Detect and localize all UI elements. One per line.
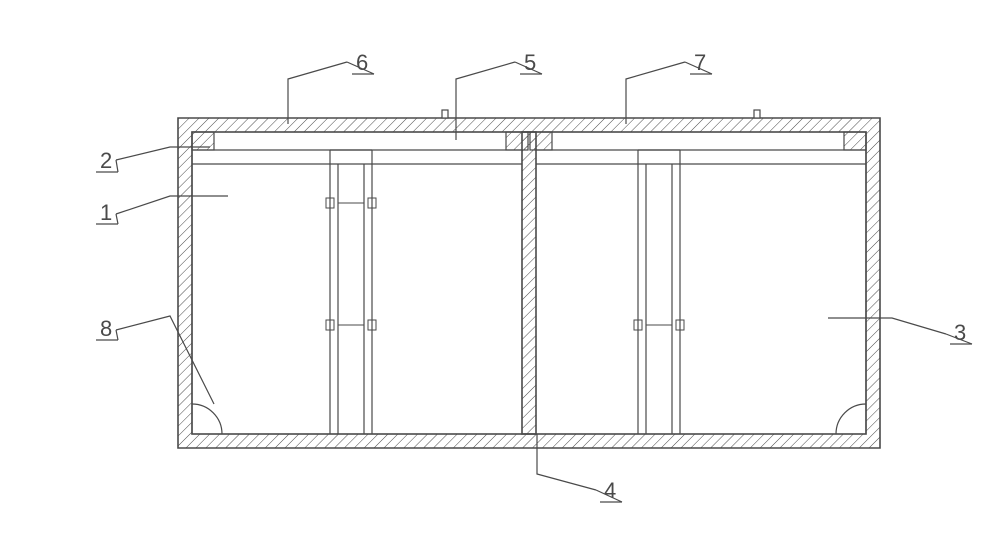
label-4-text: 4 <box>604 478 616 503</box>
center-wall <box>522 132 536 434</box>
top-nub <box>754 110 760 118</box>
top-nub <box>442 110 448 118</box>
callout-6: 6 <box>288 50 374 124</box>
label-6-text: 6 <box>356 50 368 75</box>
label-1-text: 1 <box>100 200 112 225</box>
callout-8: 8 <box>96 316 214 404</box>
label-3-text: 3 <box>954 320 966 345</box>
plug <box>530 132 552 150</box>
plug <box>506 132 528 150</box>
callout-2: 2 <box>96 147 210 173</box>
callout-7: 7 <box>626 50 712 124</box>
label-8-text: 8 <box>100 316 112 341</box>
left-arc <box>192 404 222 434</box>
callout-1: 1 <box>96 196 228 225</box>
label-7-text: 7 <box>694 50 706 75</box>
right-column <box>634 150 684 434</box>
plug <box>844 132 866 150</box>
label-2-text: 2 <box>100 148 112 173</box>
callout-3: 3 <box>828 318 972 345</box>
left-column <box>326 150 376 434</box>
right-arc <box>836 404 866 434</box>
label-5-text: 5 <box>524 50 536 75</box>
